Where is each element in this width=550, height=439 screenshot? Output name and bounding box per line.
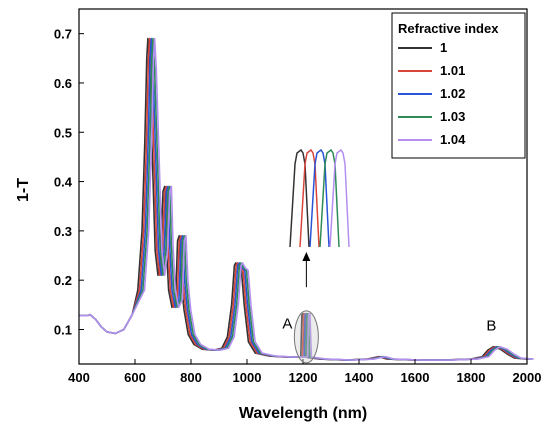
y-tick-label: 0.6 [54,76,72,91]
inset-peak-1 [289,148,310,248]
y-tick-label: 0.7 [54,27,72,42]
inset-peak-3 [309,148,330,248]
x-tick-label: 1600 [401,370,430,385]
x-tick-label: 1800 [457,370,486,385]
y-tick-label: 0.5 [54,125,72,140]
legend-entries: 1 1.01 1.02 1.03 1.04 [398,40,466,147]
y-tick-label: 0.4 [54,175,73,190]
x-axis-title: Wavelength (nm) [239,405,367,422]
x-tick-label: 1000 [233,370,262,385]
y-tick-label: 0.1 [54,322,72,337]
x-tick-label: 1200 [289,370,318,385]
plot-lines [79,37,534,361]
annotation-b-label: B [486,318,496,335]
legend-title: Refractive index [398,21,499,36]
legend-label-3: 1.02 [440,86,465,101]
annotation-a-label: A [282,315,292,332]
legend: Refractive index 1 1.01 1.02 1.03 1.04 [391,12,526,159]
x-tick-label: 400 [68,370,90,385]
inset-peak-2 [299,148,320,248]
x-tick-label: 800 [180,370,202,385]
y-axis: 0.1 0.2 0.3 0.4 0.5 0.6 0.7 [54,27,84,337]
y-tick-label: 0.3 [54,224,72,239]
legend-box [391,12,526,159]
inset-peak-5 [329,148,350,248]
series-line-5 [79,37,534,361]
annotation-a-ellipse [293,310,319,364]
legend-label-5: 1.04 [440,132,466,147]
legend-label-1: 1 [440,40,447,55]
annotation-a-arrowhead [302,252,311,261]
x-tick-label: 1400 [345,370,374,385]
inset-zoom [289,148,350,248]
y-axis-title: 1-T [15,178,32,202]
x-tick-label: 600 [124,370,146,385]
x-tick-label: 2000 [513,370,542,385]
legend-label-4: 1.03 [440,109,465,124]
legend-label-2: 1.01 [440,63,465,78]
x-axis: 400 600 800 1000 1200 1400 1600 1800 2000 [68,359,541,385]
y-tick-label: 0.2 [54,273,72,288]
inset-peak-4 [319,148,340,248]
